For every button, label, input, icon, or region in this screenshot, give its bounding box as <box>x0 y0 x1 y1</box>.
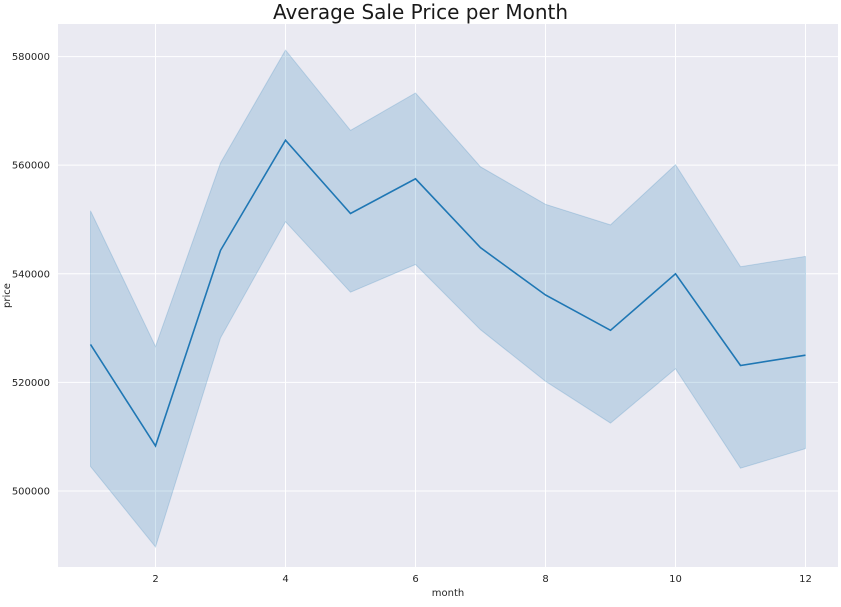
y-tick-label: 520000 <box>12 378 50 389</box>
y-tick-label: 560000 <box>12 161 50 172</box>
y-tick-labels: 500000 520000 540000 560000 580000 <box>12 52 50 497</box>
x-tick-labels: 2 4 6 8 10 12 <box>152 574 812 585</box>
x-tick-label: 2 <box>152 574 158 585</box>
grid-lines <box>58 24 838 567</box>
series-line <box>89 138 806 448</box>
y-tick-label: 540000 <box>12 269 50 280</box>
plot-area <box>58 24 838 567</box>
x-tick-label: 8 <box>542 574 548 585</box>
x-tick-label: 12 <box>799 574 812 585</box>
x-tick-label: 6 <box>412 574 418 585</box>
x-tick-label: 4 <box>282 574 288 585</box>
data-points <box>90 140 806 446</box>
y-tick-label: 500000 <box>12 486 50 497</box>
confidence-band <box>90 49 806 548</box>
y-axis-label: price <box>2 283 13 308</box>
x-axis-label: month <box>432 588 464 599</box>
x-tick-label: 10 <box>669 574 682 585</box>
y-tick-label: 580000 <box>12 52 50 63</box>
chart-title: Average Sale Price per Month <box>272 0 569 24</box>
